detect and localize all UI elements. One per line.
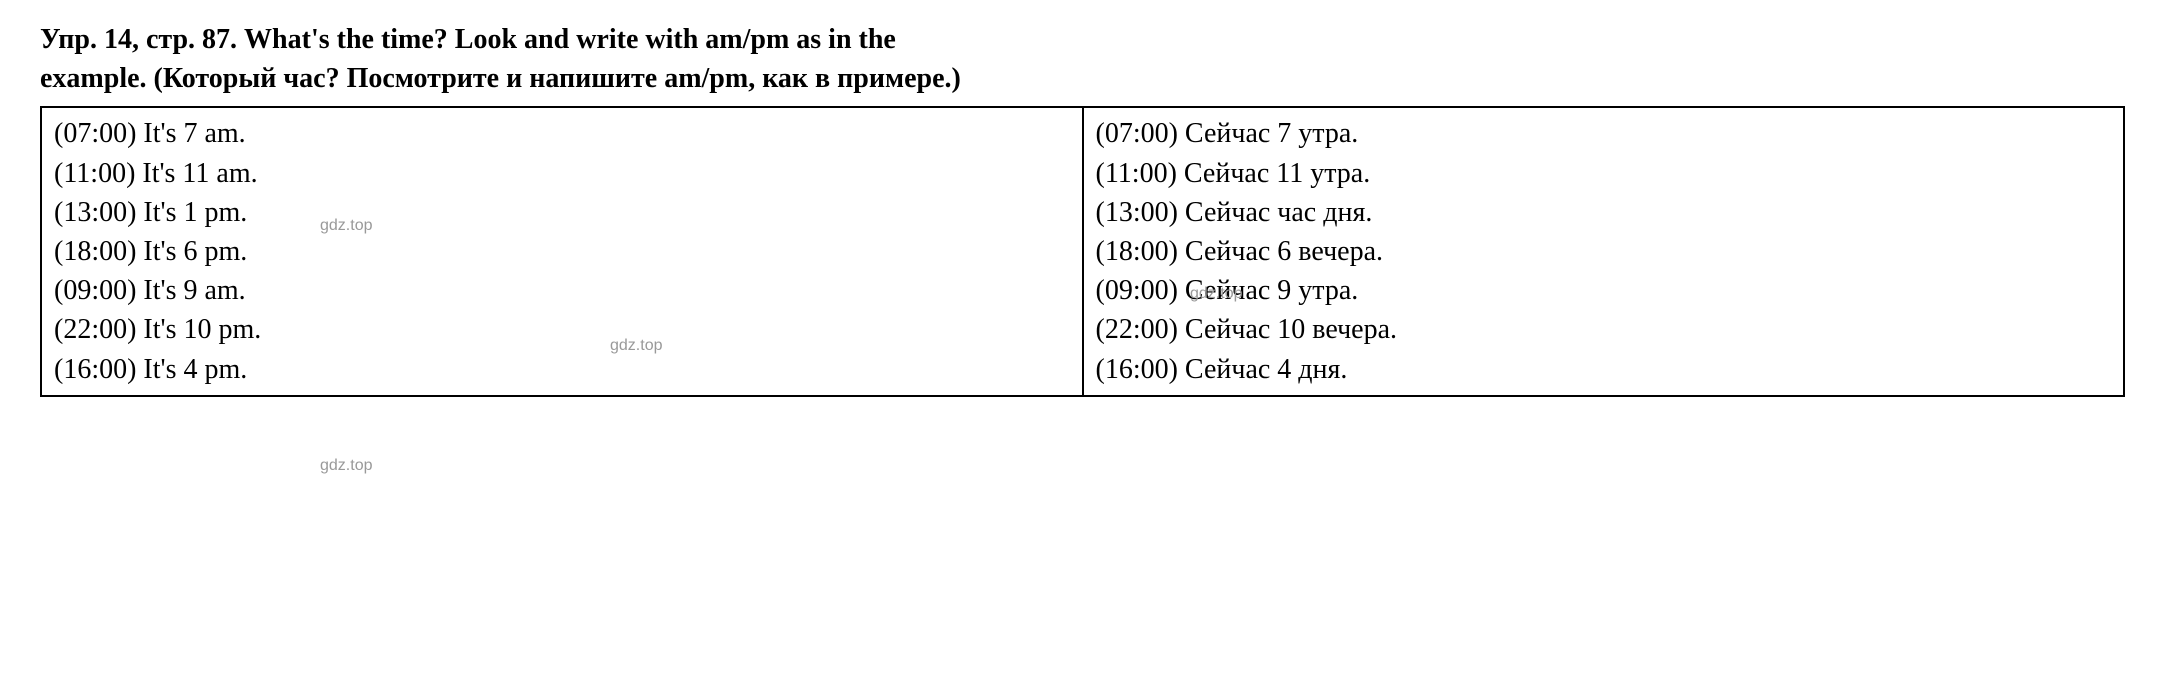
russian-column: (07:00) Сейчас 7 утра. (11:00) Сейчас 11… <box>1084 108 2124 394</box>
table-row: (13:00) It's 1 pm. <box>54 193 1070 232</box>
watermark: gdz.top <box>320 455 372 477</box>
header-line-2: example. (Который час? Посмотрите и напи… <box>40 63 961 94</box>
table-row: (16:00) Сейчас 4 дня. <box>1096 350 2112 389</box>
exercise-header: Упр. 14, стр. 87. What's the time? Look … <box>40 20 2125 98</box>
table-row: (22:00) Сейчас 10 вечера. <box>1096 310 2112 349</box>
table-row: (07:00) It's 7 am. <box>54 114 1070 153</box>
table-row: (22:00) It's 10 pm. <box>54 310 1070 349</box>
table-row: (18:00) It's 6 pm. <box>54 232 1070 271</box>
table-row: (16:00) It's 4 pm. <box>54 350 1070 389</box>
table-row: (18:00) Сейчас 6 вечера. <box>1096 232 2112 271</box>
table-row: (13:00) Сейчас час дня. <box>1096 193 2112 232</box>
table-row: (07:00) Сейчас 7 утра. <box>1096 114 2112 153</box>
table-row: (11:00) Сейчас 11 утра. <box>1096 154 2112 193</box>
english-column: (07:00) It's 7 am. (11:00) It's 11 am. (… <box>42 108 1084 394</box>
table-row: (11:00) It's 11 am. <box>54 154 1070 193</box>
table-row: (09:00) Сейчас 9 утра. <box>1096 271 2112 310</box>
answer-table: (07:00) It's 7 am. (11:00) It's 11 am. (… <box>40 106 2125 396</box>
table-row: (09:00) It's 9 am. <box>54 271 1070 310</box>
header-line-1: Упр. 14, стр. 87. What's the time? Look … <box>40 24 896 55</box>
